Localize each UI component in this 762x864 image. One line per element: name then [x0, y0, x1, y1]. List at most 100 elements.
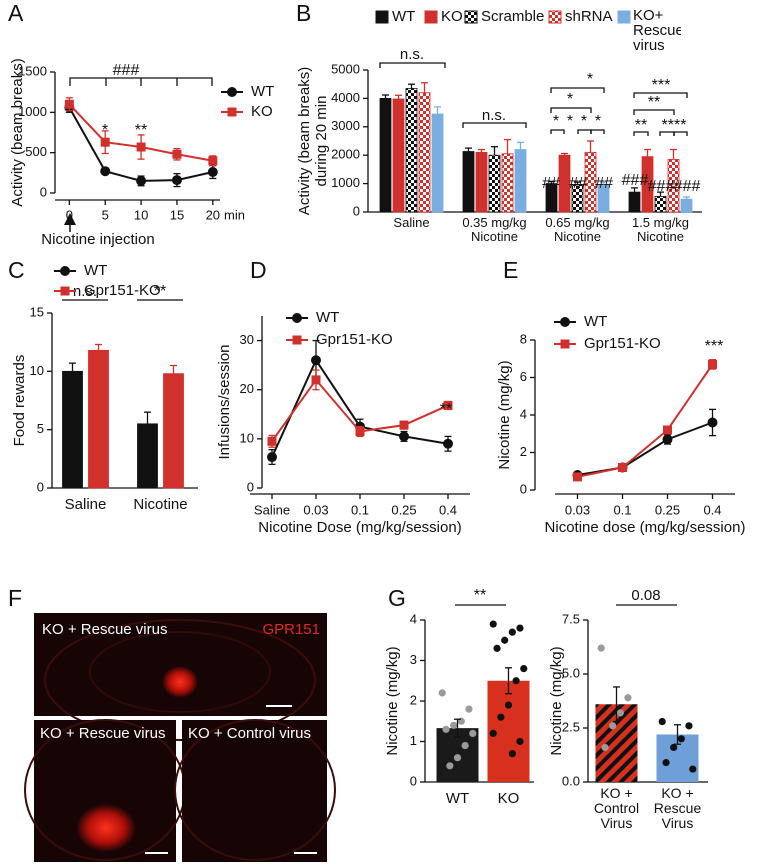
y-tick-label: 5	[37, 421, 44, 436]
x-tick-label: Nicotine	[133, 496, 187, 513]
y-tick-label: 5000	[331, 61, 360, 76]
marker	[267, 452, 277, 463]
y-tick-label: 1000	[331, 175, 360, 190]
data-point	[677, 735, 685, 743]
label-box: Saline	[393, 216, 429, 230]
label-box: 0.35 mg/kg Nicotine	[462, 216, 527, 244]
y-axis-label: Nicotine (mg/kg)	[384, 646, 401, 755]
x-tick-label: 0.1	[351, 502, 369, 517]
y-tick-label: 10	[240, 430, 254, 445]
annotation: ##	[595, 175, 613, 192]
y-tick-label: 2	[520, 444, 527, 459]
y-tick-label: 4	[410, 611, 417, 626]
annotation: ###	[648, 178, 675, 195]
annotation: ***	[705, 338, 724, 355]
panel-letter: D	[250, 257, 267, 283]
annotation: n.s.	[482, 107, 506, 124]
legend-swatch	[375, 10, 389, 24]
data-point	[438, 689, 446, 697]
legend-swatch	[424, 10, 438, 24]
legend-swatch	[617, 10, 631, 24]
y-tick-label: 4	[520, 406, 527, 421]
annotation: *	[587, 71, 593, 88]
x-tick-label: 0.03	[565, 502, 590, 517]
legend-label: WT	[584, 313, 607, 330]
annotation: **	[648, 94, 660, 111]
x-tick-label: 0.35 mg/kg Nicotine	[462, 216, 527, 244]
annotation: *	[102, 122, 108, 139]
legend-label: WT	[392, 8, 415, 25]
bar	[628, 191, 641, 213]
marker	[443, 400, 453, 410]
bar	[514, 149, 527, 213]
annotation: *	[567, 113, 573, 130]
legend-label: KO	[441, 8, 463, 25]
marker	[443, 438, 453, 449]
bar	[488, 154, 501, 213]
annotation: ###	[674, 178, 701, 195]
y-tick-label: 0	[37, 479, 44, 494]
annotation: **	[154, 283, 166, 300]
legend-label: shRNA	[565, 8, 613, 25]
bar	[405, 88, 418, 213]
bracket	[633, 109, 675, 115]
marker	[399, 431, 409, 442]
y-tick-label: 4000	[331, 90, 360, 105]
tissue-outline	[44, 619, 316, 741]
marker	[311, 375, 321, 385]
legend-label: WT	[84, 262, 107, 279]
annotation: **	[135, 122, 147, 139]
data-point	[597, 644, 605, 652]
y-tick-label: 0.0	[562, 773, 580, 788]
legend-label: WT	[251, 83, 274, 100]
y-tick-label: 8	[520, 331, 527, 346]
y-tick-label: 1000	[18, 104, 47, 119]
y-axis-label: Nicotine (mg/kg)	[548, 646, 565, 755]
data-point	[501, 636, 509, 644]
bar	[501, 153, 514, 213]
legend-label: KO	[251, 103, 273, 120]
marker	[227, 107, 237, 117]
x-tick-label: 15	[170, 207, 184, 222]
y-tick-label: 5.0	[562, 665, 580, 680]
x-tick-label: KO + Rescue Virus	[653, 786, 702, 831]
x-axis-label: min	[224, 207, 245, 222]
marker	[618, 463, 627, 472]
marker	[208, 156, 218, 166]
data-point	[516, 624, 524, 632]
panel-letter: G	[388, 585, 406, 611]
x-tick-label: 20	[206, 207, 220, 222]
marker	[100, 137, 110, 147]
bracket	[633, 92, 688, 98]
annotation: n.s.	[73, 283, 97, 300]
x-tick-label: 0.03	[303, 502, 328, 517]
bar	[163, 373, 184, 489]
marker	[560, 317, 570, 327]
bar	[62, 370, 83, 489]
y-tick-label: 3000	[331, 118, 360, 133]
annotation: *	[567, 91, 573, 108]
data-point	[662, 758, 670, 767]
data-point	[658, 717, 666, 726]
annotation: n.s.	[400, 46, 424, 63]
marker	[60, 286, 70, 296]
bar	[475, 151, 488, 213]
panel-letter: C	[8, 257, 25, 283]
legend-label: Scramble	[481, 8, 544, 25]
label-box: KO+ Rescue virus	[633, 8, 681, 54]
marker	[171, 175, 182, 186]
bar	[379, 98, 392, 213]
bracket	[462, 122, 527, 128]
marker	[60, 266, 70, 276]
y-tick-label: 7.5	[562, 611, 580, 626]
marker	[207, 167, 218, 178]
annotation: ###	[113, 62, 140, 79]
y-tick-label: 1500	[18, 63, 47, 78]
legend-label: KO+ Rescue virus	[633, 8, 681, 54]
annotation: ****	[662, 117, 687, 134]
x-tick-label: 5	[102, 207, 109, 222]
y-tick-label: 0	[247, 479, 254, 494]
bracket	[673, 131, 688, 136]
data-point	[685, 722, 693, 730]
legend-label: Gpr151-KO	[316, 331, 393, 348]
